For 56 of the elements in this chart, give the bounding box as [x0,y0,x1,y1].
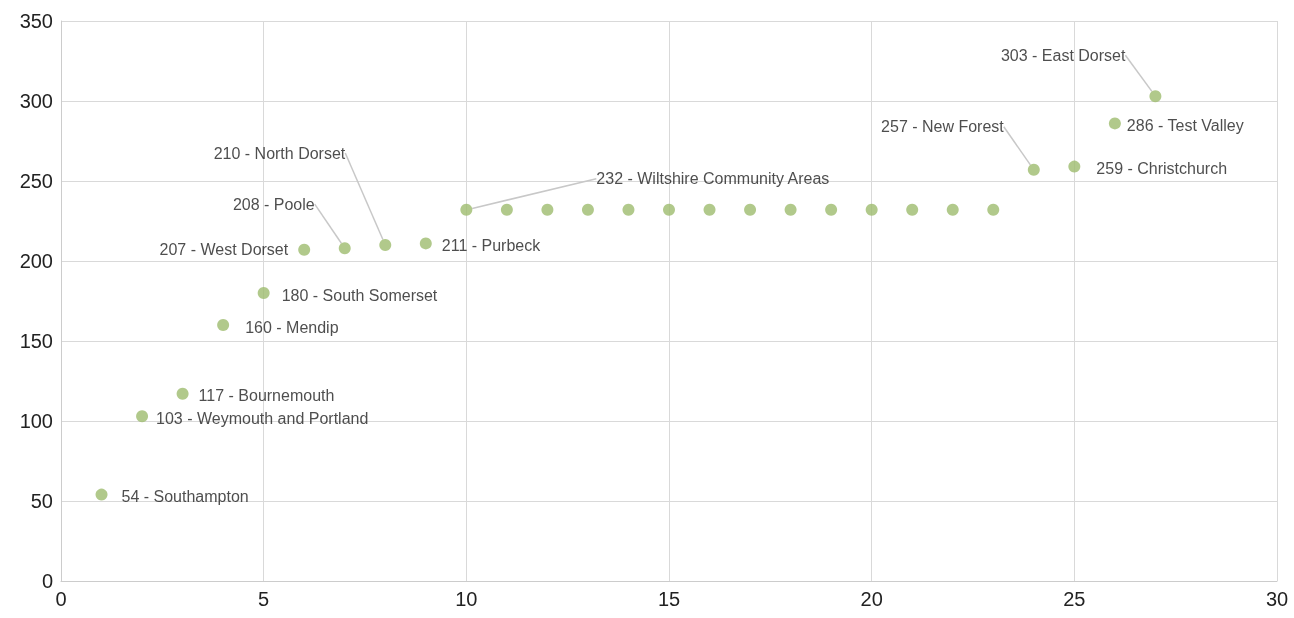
point [176,387,189,400]
point [906,203,919,216]
point [298,243,311,256]
data-label: 180 - South Somerset [281,286,438,304]
point [946,203,959,216]
data-label: 160 - Mendip [245,318,339,336]
point [257,287,270,299]
point [825,203,838,216]
point [663,203,675,216]
data-label: 303 - East Dorset [1000,46,1126,64]
x-tick-label: 20 [860,588,883,610]
point [622,203,635,216]
y-tick-label: 50 [30,490,53,512]
data-label: 211 - Purbeck [441,236,542,254]
x-tick-label: 30 [1265,588,1289,610]
data-label: 103 - Weymouth and Portland [156,409,369,427]
point [1149,90,1162,103]
point [460,203,473,216]
point [987,203,1000,216]
y-tick-label: 200 [19,250,53,272]
data-label: 259 - Christchurch [1096,160,1228,178]
data-label: 286 - Test Valley [1126,116,1244,134]
data-label: 208 - Poole [232,195,315,213]
point [581,203,594,216]
data-label: 232 - Wiltshire Community Areas [596,170,830,188]
data-label: 117 - Bournemouth [198,387,335,405]
y-tick-label: 350 [19,10,53,32]
point [1108,117,1121,130]
data-label: 210 - North Dorset [213,144,346,162]
point [1068,160,1081,173]
point [541,203,554,216]
point [1027,163,1040,176]
y-tick-label: 300 [19,90,53,112]
point [95,488,108,501]
y-tick-label: 100 [19,410,53,432]
point [784,203,797,216]
point [865,203,878,216]
point [338,242,351,255]
x-tick-label: 15 [657,588,681,610]
y-tick-label: 150 [19,330,53,352]
data-label: 54 - Southampton [121,488,249,506]
point [379,239,392,251]
x-tick-label: 5 [258,588,270,610]
y-tick-label: 250 [19,170,53,192]
x-tick-label: 25 [1063,588,1086,610]
point [703,203,716,216]
x-tick-label: 0 [55,588,67,610]
data-label: 257 - New Forest [881,118,1005,136]
point [744,203,757,216]
point [217,319,230,331]
point [419,237,432,250]
y-tick-label: 0 [41,570,53,592]
point [500,203,513,216]
x-tick-label: 10 [455,588,478,610]
data-label: 207 - West Dorset [159,241,289,259]
point [136,410,149,423]
